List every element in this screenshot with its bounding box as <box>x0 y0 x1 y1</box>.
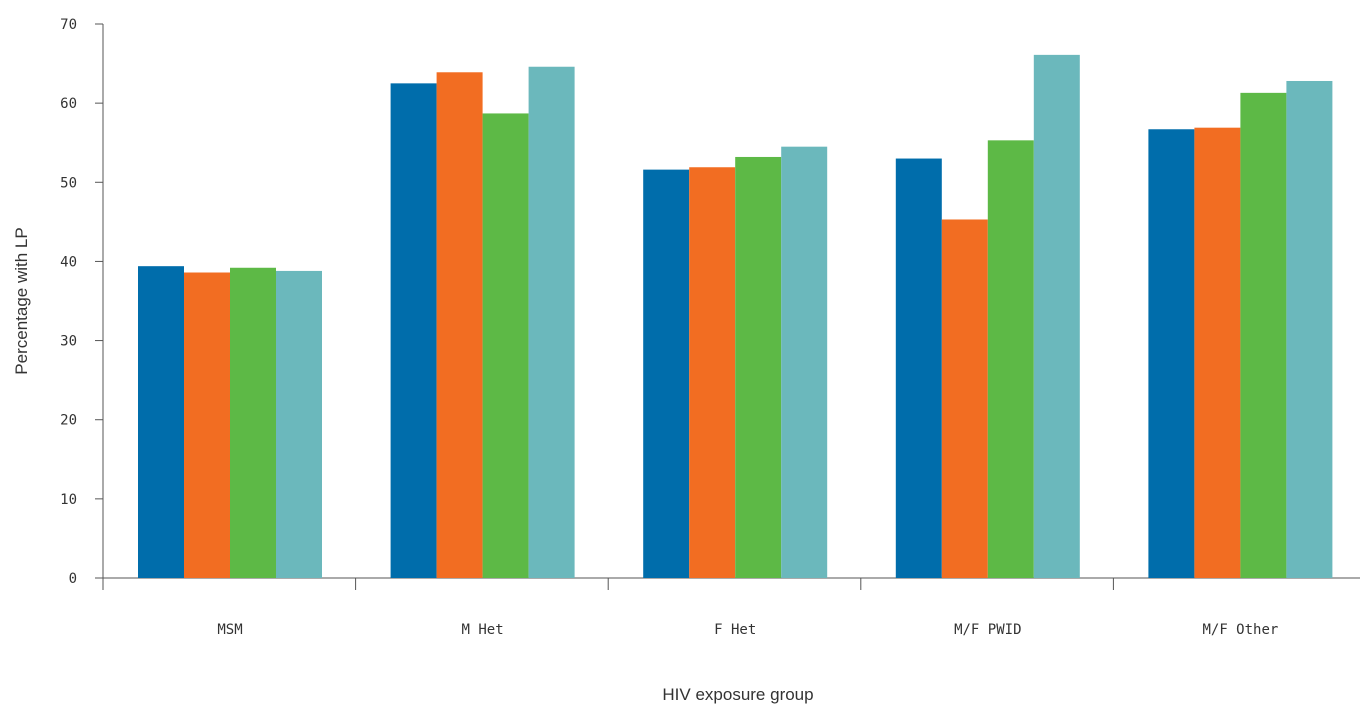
x-axis-title: HIV exposure group <box>662 685 813 704</box>
x-category-label: M/F Other <box>1202 622 1278 638</box>
bar <box>781 146 828 578</box>
x-category-label: F Het <box>714 622 756 638</box>
bar <box>482 113 529 578</box>
y-tick-label: 10 <box>60 492 77 508</box>
bar <box>1194 127 1241 579</box>
y-tick-label: 40 <box>60 254 77 270</box>
x-axis: MSM M Het F Het M/F PWID M/F Other <box>95 577 1360 638</box>
bar <box>689 167 736 578</box>
y-tick-label: 0 <box>69 571 77 587</box>
bar <box>528 66 575 578</box>
bar <box>390 83 437 578</box>
bar <box>987 140 1034 578</box>
y-tick-label: 30 <box>60 334 77 350</box>
x-category-label: M Het <box>462 622 504 638</box>
bar <box>735 156 782 578</box>
bar <box>1286 80 1333 579</box>
bar <box>230 267 276 578</box>
bar <box>1033 54 1080 578</box>
bar <box>1148 129 1195 578</box>
bar <box>1240 92 1287 579</box>
bar <box>643 169 690 578</box>
y-axis-title: Percentage with LP <box>12 227 31 374</box>
y-tick-label: 70 <box>60 17 77 33</box>
bar <box>895 158 942 579</box>
y-axis: 0 10 20 30 40 50 60 70 <box>60 17 104 587</box>
x-category-label: M/F PWID <box>954 622 1021 638</box>
x-category-label: MSM <box>217 622 242 638</box>
y-tick-label: 50 <box>60 175 77 191</box>
bar <box>138 266 184 578</box>
bar <box>436 72 483 578</box>
bar <box>276 270 322 578</box>
bar <box>184 272 230 578</box>
bar <box>941 219 988 579</box>
y-tick-label: 20 <box>60 413 77 429</box>
y-tick-label: 60 <box>60 96 77 112</box>
bars <box>138 54 1333 579</box>
